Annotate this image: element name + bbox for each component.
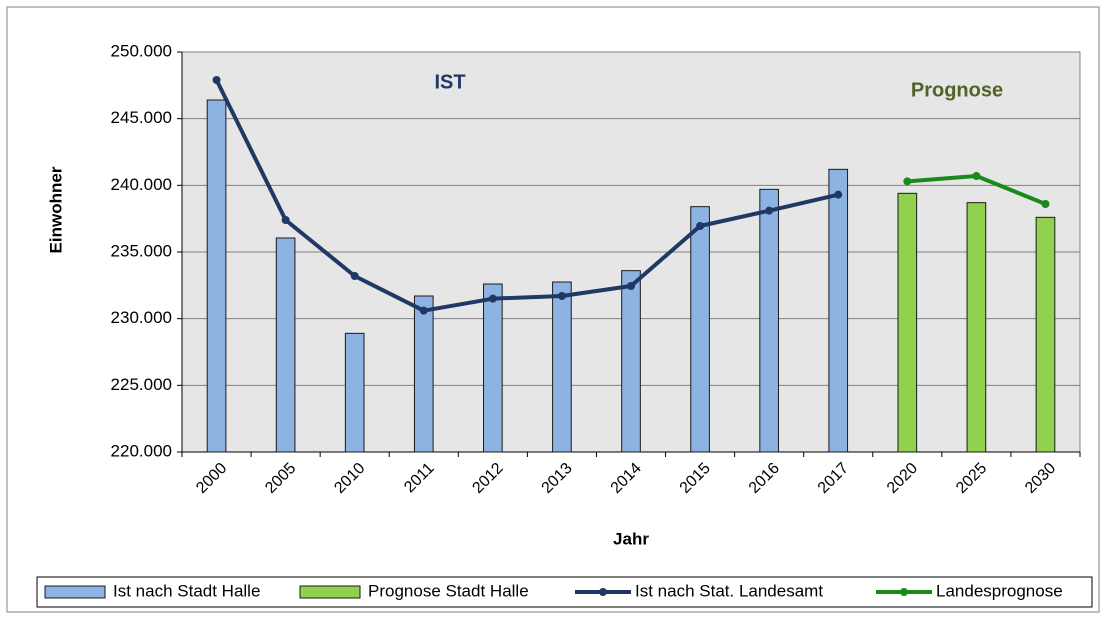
line-point [834, 190, 843, 199]
bar [759, 188, 779, 453]
line-point [281, 216, 290, 224]
line-point [350, 272, 359, 280]
annotation: Prognose [911, 79, 1003, 101]
line-point [488, 294, 497, 303]
line-point [1041, 200, 1050, 208]
line [214, 79, 839, 313]
bar [1035, 216, 1056, 453]
legend-swatch [44, 585, 106, 599]
line-point [972, 172, 981, 180]
line-point [696, 222, 705, 230]
bar [621, 270, 641, 453]
y-tick-label: 235.000 [111, 241, 172, 260]
line-point [765, 206, 774, 215]
bar [275, 237, 296, 453]
y-tick-label: 240.000 [111, 175, 172, 194]
bar [966, 202, 987, 453]
y-tick-label: 250.000 [111, 41, 172, 60]
legend-label: Prognose Stadt Halle [368, 581, 529, 600]
legend-label: Ist nach Stadt Halle [113, 581, 260, 600]
line-point [627, 282, 635, 290]
legend-swatch [900, 588, 908, 596]
bar [690, 206, 710, 453]
bar [206, 99, 227, 453]
line-point [557, 292, 566, 300]
bar [483, 283, 503, 453]
bar [344, 332, 365, 453]
bar [413, 295, 434, 453]
bar [828, 168, 849, 453]
legend-label: Ist nach Stat. Landesamt [635, 581, 823, 600]
y-tick-label: 230.000 [111, 308, 172, 327]
legend-swatch [299, 585, 361, 599]
y-tick-label: 225.000 [111, 375, 172, 394]
bar [552, 281, 572, 453]
y-tick-label: 245.000 [111, 108, 172, 127]
legend-swatch [599, 588, 607, 596]
annotation: IST [434, 71, 465, 93]
y-tick-label: 220.000 [111, 441, 172, 460]
line-point [903, 177, 912, 186]
legend-label: Landesprognose [936, 581, 1063, 600]
x-axis-label: Jahr [613, 529, 649, 548]
line-point [212, 76, 221, 84]
line-point [419, 306, 428, 315]
y-axis-label: Einwohner [46, 166, 65, 253]
bar [897, 192, 918, 453]
